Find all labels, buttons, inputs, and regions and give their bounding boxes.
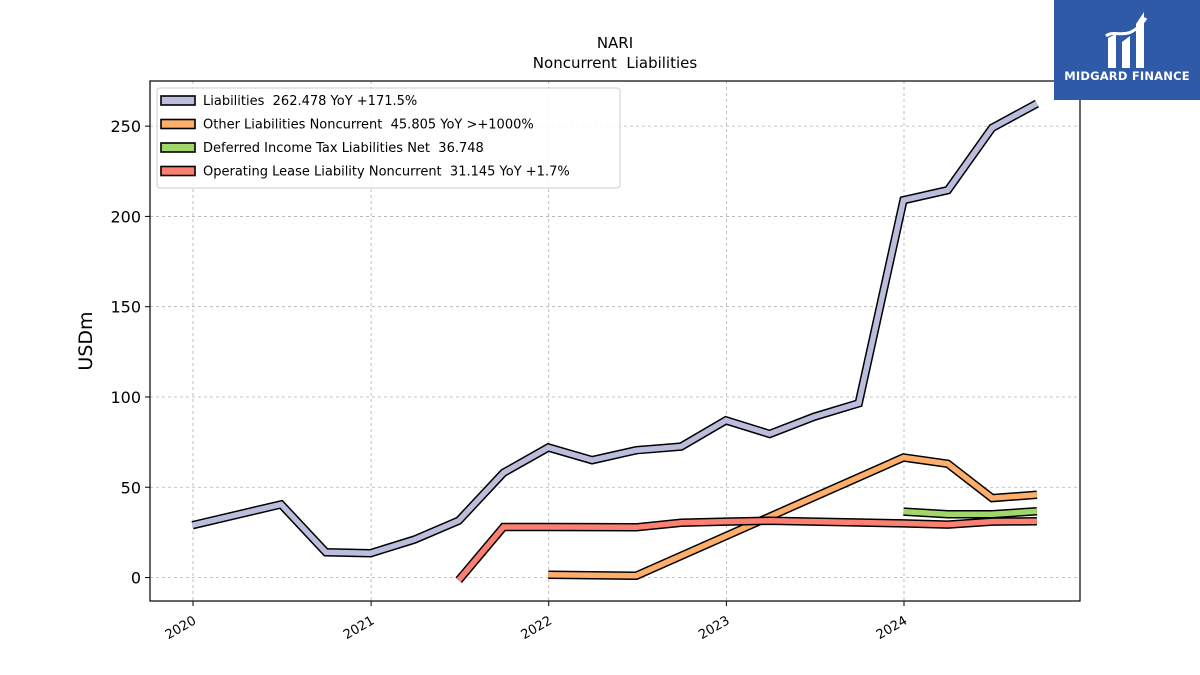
series-line [191,101,1039,556]
legend-label: Operating Lease Liability Noncurrent 31.… [203,165,570,180]
x-tick-label: 2020 [163,613,199,643]
legend-swatch [160,165,196,177]
chart-subtitle: Noncurrent Liabilities [533,54,698,72]
brand-logo: MIDGARD FINANCE [1054,0,1200,100]
legend-label: Deferred Income Tax Liabilities Net 36.7… [203,141,484,156]
y-tick-label: 0 [131,569,141,588]
y-tick-label: 50 [121,478,141,497]
x-tick-label: 2023 [696,613,732,643]
x-tick-label: 2021 [341,613,377,643]
legend-swatch [160,95,196,106]
brand-name: MIDGARD FINANCE [1064,69,1190,83]
y-tick-label: 150 [110,298,141,317]
y-tick-label: 200 [110,207,141,226]
chart-title: NARI [597,34,633,52]
legend-swatch [160,118,196,130]
x-tick-label: 2024 [874,613,910,643]
y-tick-label: 250 [110,117,141,136]
series-line [456,517,1037,582]
series-line [548,454,1038,579]
series-line [903,508,1038,518]
midgard-logo-icon [1105,12,1148,68]
legend-label: Liabilities 262.478 YoY +171.5% [203,94,417,109]
x-axis: 2020 2021 2022 2023 2024 [163,601,910,643]
legend: Liabilities 262.478 YoY +171.5% Other Lia… [156,87,621,189]
y-tick-label: 100 [110,388,141,407]
legend-label: Other Liabilities Noncurrent 45.805 YoY … [203,118,534,133]
y-axis-label: USDm [75,311,97,370]
legend-box [156,87,621,189]
legend-swatch [160,142,196,153]
y-axis: 0 50 100 150 200 250 [110,117,150,588]
series-lines [191,99,1039,583]
plot-frame [149,80,1081,602]
x-tick-label: 2022 [519,613,555,643]
